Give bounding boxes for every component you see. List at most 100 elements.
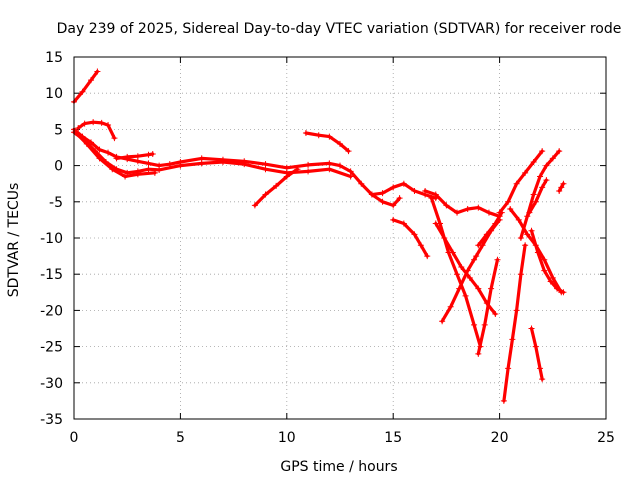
data-point bbox=[539, 376, 546, 383]
data-point bbox=[549, 155, 556, 162]
data-point bbox=[475, 350, 482, 357]
data-point bbox=[481, 321, 488, 328]
series-track-1 bbox=[72, 69, 100, 104]
data-point bbox=[456, 285, 463, 292]
data-point bbox=[273, 182, 280, 189]
data-point bbox=[532, 343, 539, 350]
data-point bbox=[326, 133, 333, 140]
grid bbox=[74, 57, 606, 419]
data-point bbox=[475, 285, 482, 292]
data-point bbox=[556, 148, 563, 155]
series-track-25 bbox=[527, 178, 549, 215]
data-point bbox=[345, 148, 352, 155]
data-point bbox=[492, 311, 499, 318]
data-point bbox=[517, 271, 524, 278]
data-point bbox=[471, 256, 478, 263]
data-point bbox=[177, 162, 184, 169]
data-point bbox=[549, 274, 556, 281]
data-point bbox=[156, 166, 163, 173]
data-point bbox=[530, 191, 537, 198]
data-point bbox=[443, 202, 450, 209]
data-point bbox=[513, 307, 520, 314]
data-series bbox=[71, 68, 567, 404]
data-point bbox=[560, 289, 567, 296]
data-point bbox=[134, 153, 141, 160]
x-tick-label: 15 bbox=[384, 430, 402, 446]
data-point bbox=[515, 216, 522, 223]
data-point bbox=[528, 325, 535, 332]
data-point bbox=[483, 231, 490, 238]
data-point bbox=[558, 184, 565, 191]
data-point bbox=[219, 158, 226, 165]
data-point bbox=[428, 195, 435, 202]
data-point bbox=[326, 160, 333, 167]
data-point bbox=[422, 187, 429, 194]
data-point bbox=[105, 149, 112, 156]
data-point bbox=[524, 213, 531, 220]
data-point bbox=[283, 173, 290, 180]
data-point bbox=[411, 187, 418, 194]
series-track-23 bbox=[529, 326, 544, 381]
data-point bbox=[471, 321, 478, 328]
data-point bbox=[302, 130, 309, 137]
data-point bbox=[326, 166, 333, 173]
data-point bbox=[530, 158, 537, 165]
data-point bbox=[198, 155, 205, 162]
y-tick-label: -5 bbox=[49, 195, 63, 211]
data-point bbox=[105, 122, 112, 129]
data-point bbox=[134, 171, 141, 178]
x-axis-label: GPS time / hours bbox=[280, 459, 397, 475]
y-tick-label: 15 bbox=[45, 50, 63, 66]
y-tick-label: -30 bbox=[40, 376, 63, 392]
data-point bbox=[458, 263, 465, 270]
data-point bbox=[337, 140, 343, 147]
data-point bbox=[524, 231, 531, 238]
series-track-11 bbox=[423, 189, 502, 218]
data-point bbox=[347, 168, 354, 175]
data-point bbox=[379, 190, 386, 197]
data-point bbox=[305, 168, 312, 175]
data-point bbox=[337, 162, 343, 169]
data-point bbox=[390, 202, 397, 209]
data-point bbox=[94, 68, 101, 75]
data-point bbox=[532, 198, 539, 205]
data-point bbox=[358, 180, 365, 187]
data-point bbox=[305, 161, 312, 168]
data-point bbox=[198, 160, 205, 167]
data-point bbox=[528, 227, 535, 234]
data-point bbox=[537, 173, 544, 180]
data-point bbox=[122, 173, 129, 180]
y-tick-label: -25 bbox=[40, 340, 63, 356]
data-point bbox=[251, 202, 258, 209]
data-point bbox=[447, 303, 454, 310]
data-point bbox=[539, 148, 546, 155]
data-point bbox=[390, 184, 397, 191]
data-point bbox=[83, 140, 90, 147]
data-point bbox=[315, 132, 322, 139]
series-track-16 bbox=[476, 258, 500, 356]
series-track-8 bbox=[304, 131, 351, 153]
y-tick-label: 5 bbox=[54, 122, 63, 138]
data-point bbox=[464, 206, 471, 213]
data-point bbox=[81, 120, 88, 127]
data-point bbox=[560, 180, 567, 187]
y-tick-label: -10 bbox=[40, 231, 63, 247]
data-point bbox=[400, 220, 407, 227]
data-point bbox=[113, 155, 120, 162]
data-point bbox=[151, 169, 158, 176]
plot-frame bbox=[73, 56, 607, 420]
data-point bbox=[283, 164, 290, 171]
data-point bbox=[79, 88, 86, 95]
data-point bbox=[534, 249, 541, 256]
series-track-19 bbox=[502, 243, 527, 403]
y-axis-label: SDTVAR / TECUs bbox=[6, 183, 22, 298]
data-point bbox=[439, 318, 446, 325]
data-point bbox=[513, 180, 520, 187]
y-tick-label: -35 bbox=[40, 412, 63, 428]
data-point bbox=[554, 285, 561, 292]
data-point bbox=[464, 267, 471, 274]
data-point bbox=[262, 161, 269, 168]
data-point bbox=[543, 162, 550, 169]
data-point bbox=[396, 195, 403, 202]
